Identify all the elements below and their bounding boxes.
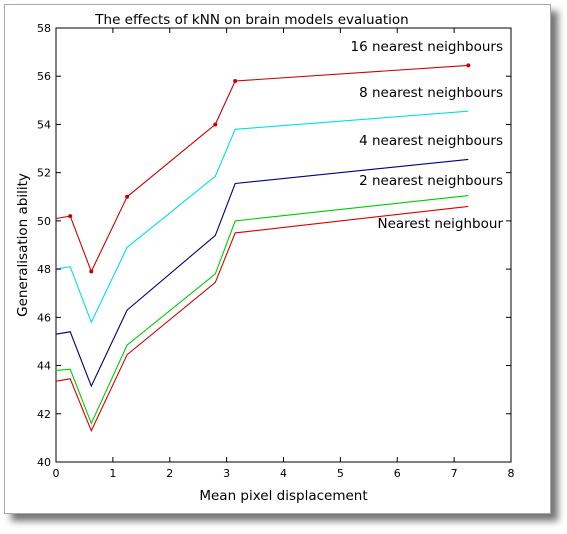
x-tick-label: 0 — [53, 467, 60, 480]
y-tick-label: 54 — [37, 118, 51, 131]
series-point — [466, 63, 471, 68]
y-axis-label: Generalisation ability — [15, 173, 31, 317]
y-tick-label: 52 — [37, 167, 51, 180]
series-point — [68, 214, 73, 219]
series-line-2 — [55, 110, 469, 324]
series-label-1: 16 nearest neighbours — [351, 39, 504, 55]
series-line-3 — [55, 158, 469, 388]
y-tick-label: 40 — [37, 456, 51, 469]
y-tick-label: 44 — [37, 360, 51, 373]
x-tick-label: 1 — [109, 467, 116, 480]
series-line-4 — [55, 195, 469, 425]
series-point — [89, 269, 94, 274]
x-tick-label: 5 — [337, 467, 344, 480]
series-point — [125, 194, 130, 199]
x-tick-label: 8 — [508, 467, 515, 480]
series-label-2: 8 nearest neighbours — [359, 85, 503, 101]
x-tick-label: 4 — [280, 467, 287, 480]
x-tick-label: 2 — [166, 467, 173, 480]
plot-area — [55, 27, 512, 463]
x-tick-label: 3 — [223, 467, 230, 480]
x-axis-label: Mean pixel displacement — [199, 488, 367, 504]
series-point — [213, 122, 218, 127]
series-label-3: 4 nearest neighbours — [359, 133, 503, 149]
series-label-4: 2 nearest neighbours — [359, 173, 503, 189]
x-tick-label: 6 — [394, 467, 401, 480]
y-tick-label: 46 — [37, 311, 51, 324]
y-tick-label: 48 — [37, 263, 51, 276]
y-tick-label: 56 — [37, 70, 51, 83]
series-label-5: Nearest neighbour — [377, 216, 503, 232]
chart-title: The effects of kNN on brain models evalu… — [94, 12, 408, 28]
y-tick-label: 42 — [37, 408, 51, 421]
y-tick-label: 50 — [37, 215, 51, 228]
series-line-5 — [55, 205, 469, 433]
x-tick-label: 7 — [451, 467, 458, 480]
series-point — [233, 79, 238, 84]
y-tick-label: 58 — [37, 22, 51, 35]
